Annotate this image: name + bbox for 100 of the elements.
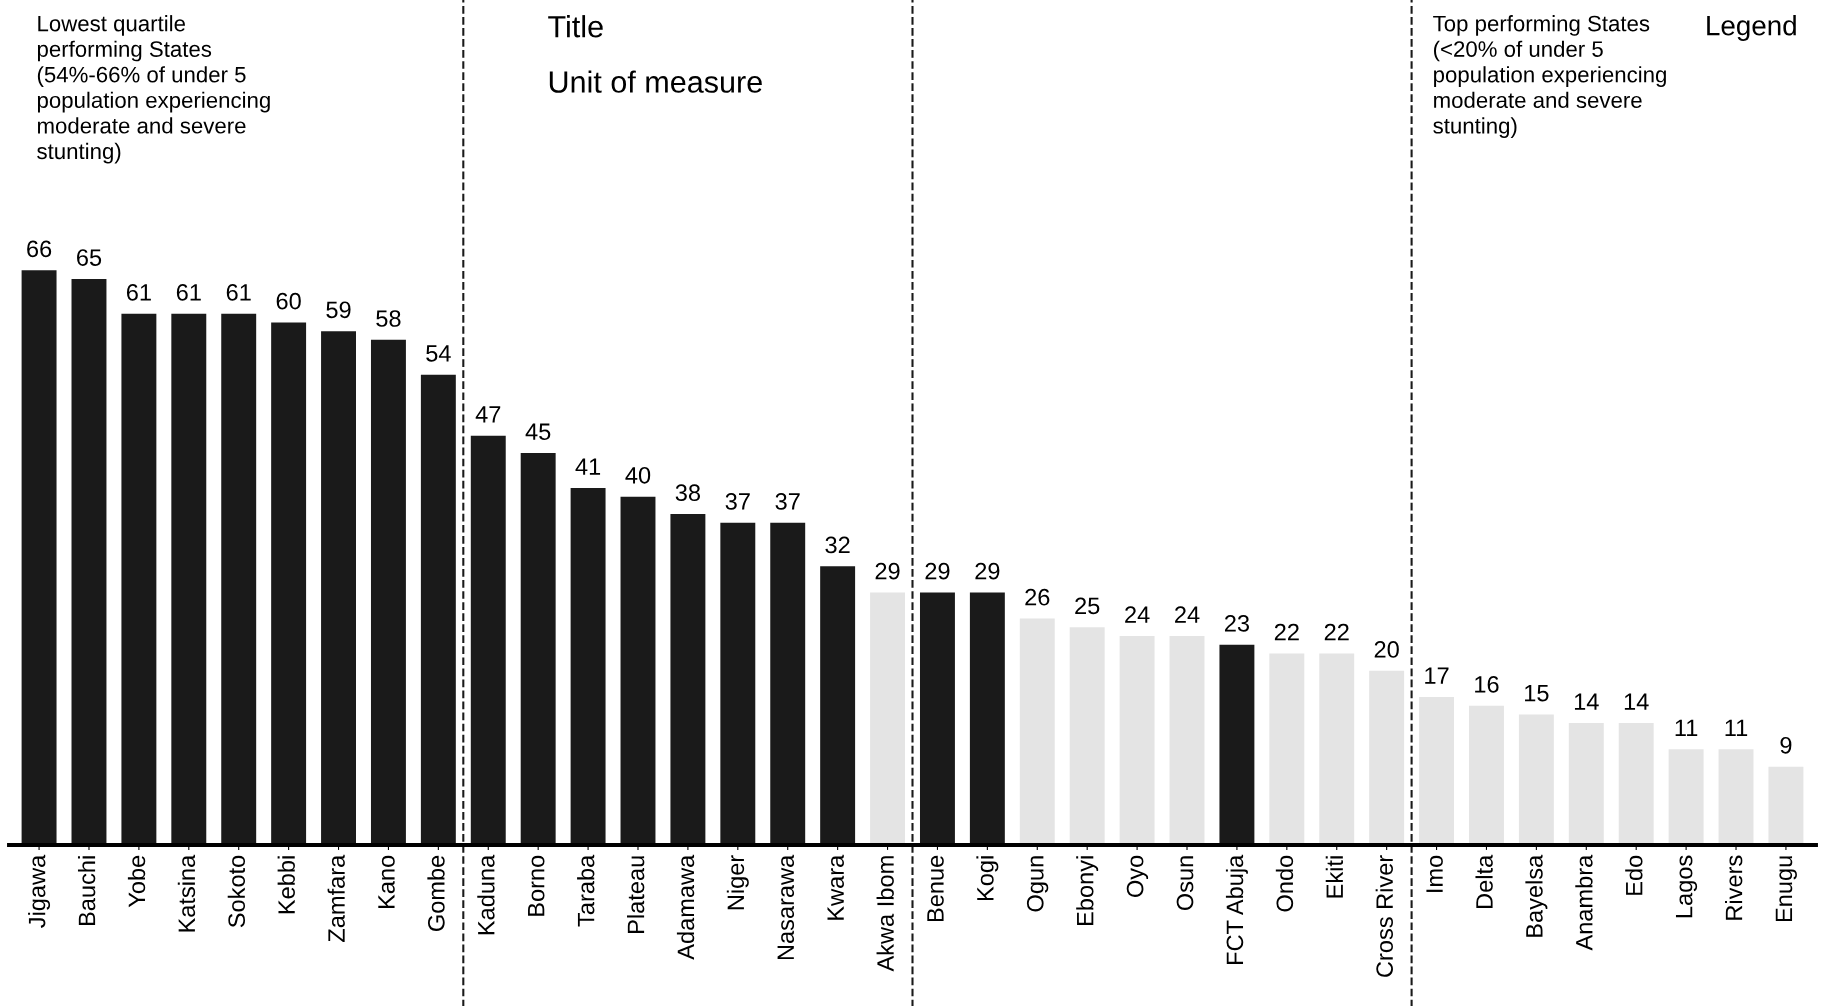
bar xyxy=(1419,696,1455,846)
x-tick-label: Zamfara xyxy=(327,854,345,942)
bar xyxy=(1269,653,1305,846)
x-tick-label: Jigawa xyxy=(28,854,51,928)
bar xyxy=(1618,723,1654,846)
x-tick-label: Sokoto xyxy=(227,855,246,928)
x-tick-label: Ondo xyxy=(1275,855,1294,912)
data-label: 61 xyxy=(126,284,151,301)
data-label: 66 xyxy=(27,240,52,258)
bar xyxy=(770,522,806,846)
data-label: 22 xyxy=(1324,623,1349,641)
data-label: 58 xyxy=(376,310,401,327)
bar xyxy=(1469,705,1504,846)
x-tick-label: Delta xyxy=(1475,854,1493,908)
data-label: 37 xyxy=(725,493,750,510)
x-tick-label: Taraba xyxy=(577,854,595,927)
bar xyxy=(121,313,157,846)
bar xyxy=(171,313,207,846)
data-label: 16 xyxy=(1475,675,1499,693)
bar xyxy=(1369,670,1405,846)
bar xyxy=(1019,618,1055,846)
x-tick-label: Akwa Ibom xyxy=(876,856,894,972)
x-tick-label: Ogun xyxy=(1026,856,1049,912)
x-tick-label: Anambra xyxy=(1575,854,1593,951)
data-label: 61 xyxy=(176,284,201,301)
bar xyxy=(1518,714,1554,846)
data-label: 14 xyxy=(1624,693,1649,710)
text: Unit of measure xyxy=(549,70,762,93)
x-tick-label: Kwara xyxy=(827,854,844,920)
data-label: 9 xyxy=(1780,736,1792,754)
data-label: 11 xyxy=(1725,719,1748,736)
bar xyxy=(1069,627,1105,846)
data-label: 61 xyxy=(226,284,251,301)
x-tick-label: Lagos xyxy=(1675,855,1698,918)
bar xyxy=(221,313,257,846)
data-label: 65 xyxy=(77,249,102,266)
x-tick-label: Oyo xyxy=(1126,855,1149,897)
x-tick-label: Rivers xyxy=(1725,855,1743,920)
bar xyxy=(321,331,356,846)
data-label: 40 xyxy=(625,466,651,484)
data-label: 24 xyxy=(1175,606,1200,623)
data-label: 26 xyxy=(1025,588,1050,606)
bar xyxy=(1119,636,1155,846)
x-tick-label: Adamawa xyxy=(676,854,695,960)
data-label: 29 xyxy=(975,562,1000,580)
x-tick-label: Imo xyxy=(1426,855,1443,892)
bar xyxy=(1169,636,1205,846)
bar xyxy=(969,592,1005,846)
x-tick-label: Ekiti xyxy=(1325,856,1344,898)
bar xyxy=(271,322,307,846)
bar xyxy=(520,453,556,846)
x-tick-label: Bayelsa xyxy=(1525,854,1548,937)
data-label: 22 xyxy=(1274,623,1299,641)
x-tick-label: Borno xyxy=(528,855,545,916)
x-tick-label: Cross River xyxy=(1375,855,1393,977)
bar xyxy=(870,592,906,846)
bar xyxy=(1319,653,1355,846)
bar xyxy=(370,339,406,846)
data-label: 14 xyxy=(1574,693,1599,710)
bar xyxy=(1568,723,1604,846)
data-label: 45 xyxy=(525,423,551,441)
data-label: 41 xyxy=(575,458,601,475)
x-tick-label: Niger xyxy=(726,855,749,910)
x-tick-label: Bauchi xyxy=(77,856,96,926)
x-tick-label: Edo xyxy=(1625,855,1643,895)
data-label: 29 xyxy=(875,562,900,580)
data-label: 20 xyxy=(1374,641,1399,658)
bar xyxy=(919,592,955,846)
text: Title xyxy=(548,15,603,38)
data-label: 59 xyxy=(326,301,351,319)
data-label: 47 xyxy=(475,406,501,423)
bar xyxy=(420,374,456,846)
bar xyxy=(570,487,606,846)
x-tick-label: Yobe xyxy=(127,855,146,908)
data-label: 37 xyxy=(775,493,800,510)
data-label: 29 xyxy=(925,562,950,580)
data-label: 25 xyxy=(1075,597,1100,615)
x-tick-label: Nasarawa xyxy=(777,854,795,960)
x-tick-label: Kebbi xyxy=(277,856,295,914)
x-tick-label: Kaduna xyxy=(477,854,495,935)
bar xyxy=(71,278,107,846)
bar xyxy=(1718,749,1754,846)
x-tick-label: Benue xyxy=(927,855,944,922)
x-tick-label: Enugu xyxy=(1775,856,1797,922)
text: Lowest quartile performing States (54%-66% of under 5 population experiencing moderate and severe stunting) xyxy=(37,15,270,164)
data-label: 23 xyxy=(1224,614,1250,632)
data-label: 11 xyxy=(1675,719,1698,736)
x-tick-label: Kano xyxy=(378,855,395,908)
bar xyxy=(1668,749,1704,846)
data-label: 24 xyxy=(1125,606,1150,623)
x-tick-label: FCT Abuja xyxy=(1225,854,1248,964)
bar xyxy=(21,270,57,846)
data-label: 54 xyxy=(426,345,451,362)
text: Legend xyxy=(1707,15,1796,41)
bar xyxy=(1768,766,1804,846)
bar xyxy=(670,514,706,846)
bar xyxy=(720,522,756,846)
data-label: 17 xyxy=(1425,667,1449,684)
data-label: 38 xyxy=(675,484,701,502)
x-tick-label: Katsina xyxy=(177,854,196,932)
